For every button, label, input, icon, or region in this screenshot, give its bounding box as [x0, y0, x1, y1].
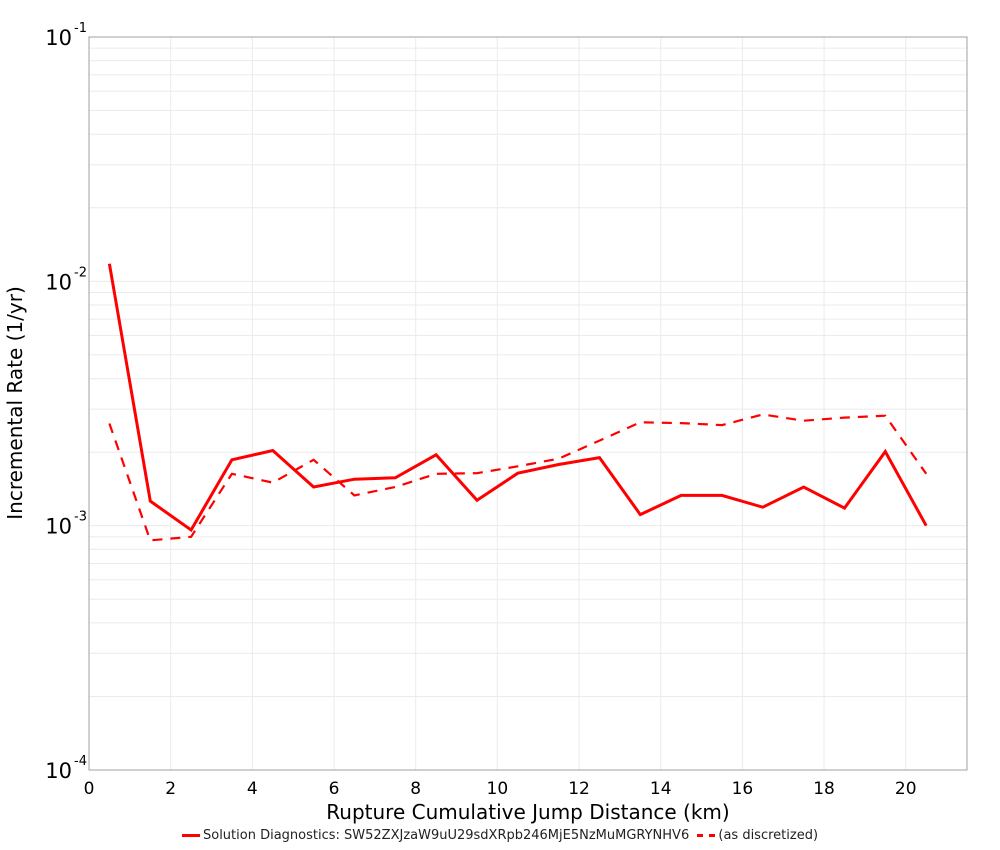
x-axis-label: Rupture Cumulative Jump Distance (km) — [326, 800, 729, 824]
plot-area — [89, 37, 967, 770]
y-tick-exponent: -2 — [74, 265, 87, 280]
grid-lines — [89, 37, 967, 771]
legend-dashed-line-icon — [697, 834, 716, 837]
x-tick-label: 16 — [732, 779, 754, 799]
data-series — [107, 263, 928, 542]
y-tick-label: 10 — [45, 759, 72, 783]
x-tick-label: 18 — [813, 779, 835, 799]
x-tick-label: 14 — [650, 779, 672, 799]
x-tick-label: 12 — [568, 779, 590, 799]
chart: 0 2 4 6 8 10 12 14 16 18 20 10-110-210-310-4 Ruptu… — [3, 21, 968, 824]
legend-item-discretized: (as discretized) — [697, 828, 818, 843]
y-tick-exponent: -4 — [74, 754, 87, 769]
legend-solid-line-icon — [181, 834, 200, 837]
x-tick-label: 10 — [487, 779, 509, 799]
x-tick-label: 20 — [895, 779, 917, 799]
y-tick-exponent: -3 — [74, 510, 87, 525]
legend-label: (as discretized) — [718, 828, 819, 843]
x-axis-ticks: 0 2 4 6 8 10 12 14 16 18 20 — [84, 779, 917, 799]
y-tick-label: 10 — [45, 270, 72, 294]
x-tick-label: 4 — [247, 779, 258, 799]
x-tick-label: 2 — [165, 779, 176, 799]
discretized-series-line — [108, 413, 928, 542]
legend-label: Solution Diagnostics: SW52ZXJzaW9uU29sdX… — [202, 828, 690, 843]
x-tick-label: 6 — [329, 779, 340, 799]
y-tick-exponent: -1 — [74, 21, 87, 36]
y-axis-ticks: 10-110-210-310-4 — [45, 21, 87, 783]
solution-series-line — [107, 263, 928, 533]
y-tick-label: 10 — [45, 26, 72, 50]
legend: Solution Diagnostics: SW52ZXJzaW9uU29sdX… — [0, 826, 1000, 843]
x-tick-label: 0 — [84, 779, 95, 799]
legend-item-solution: Solution Diagnostics: SW52ZXJzaW9uU29sdX… — [181, 828, 690, 843]
y-axis-label: Incremental Rate (1/yr) — [3, 286, 27, 519]
x-tick-label: 8 — [410, 779, 421, 799]
plot-border — [88, 36, 968, 771]
y-tick-label: 10 — [45, 515, 72, 539]
